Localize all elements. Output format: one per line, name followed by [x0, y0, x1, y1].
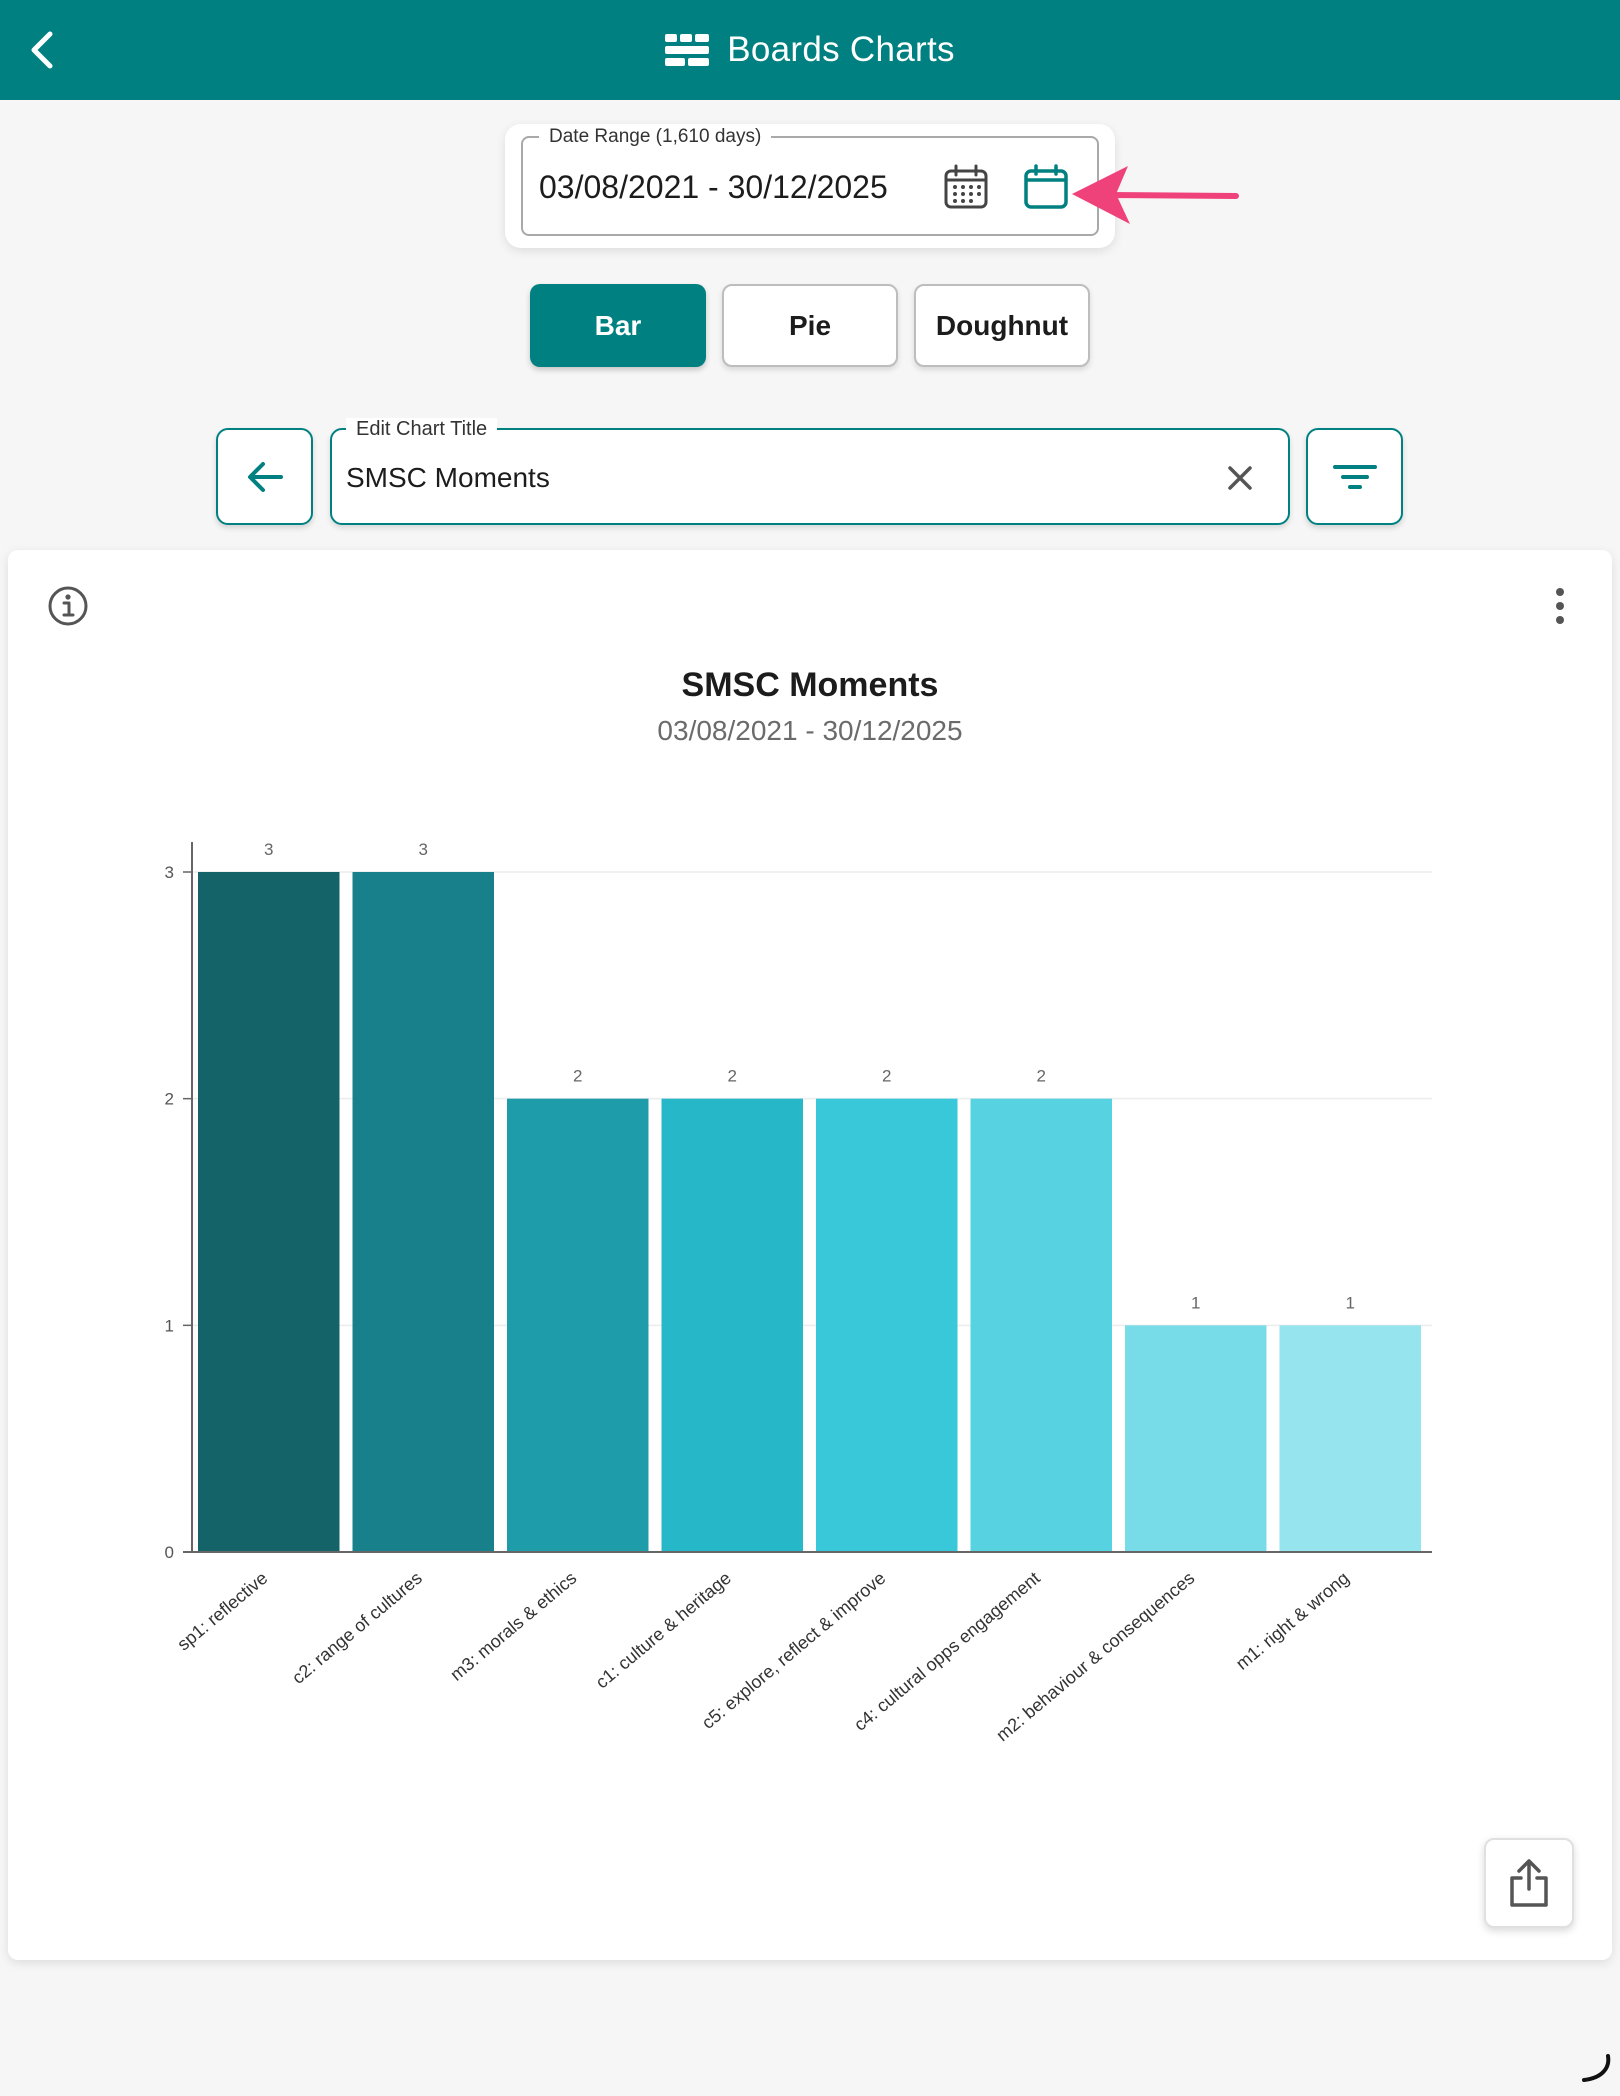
chart-title-field: Edit Chart Title [330, 418, 1290, 525]
chart-subtitle: 03/08/2021 - 30/12/2025 [657, 715, 962, 746]
bar[interactable] [507, 1098, 649, 1552]
x-tick-label: c5: explore, reflect & improve [698, 1568, 889, 1733]
bar[interactable] [198, 872, 340, 1552]
x-tick-label: c1: culture & heritage [592, 1568, 735, 1693]
bar[interactable] [816, 1098, 958, 1552]
doughnut-chart-button[interactable]: Doughnut [914, 284, 1090, 367]
data-label: 2 [573, 1067, 582, 1086]
x-tick-label: m1: right & wrong [1232, 1568, 1353, 1674]
arrow-left-icon [247, 461, 283, 492]
chevron-left-icon [31, 31, 53, 69]
x-tick-label: c2: range of cultures [288, 1568, 426, 1688]
annotation-arrow-icon [1072, 166, 1239, 224]
calendar-icon[interactable] [1023, 164, 1069, 210]
page-title: Boards Charts [727, 30, 955, 69]
x-tick-label: m3: morals & ethics [446, 1568, 580, 1685]
close-icon[interactable] [1222, 460, 1258, 496]
date-range-card: Date Range (1,610 days) 03/08/2021 - 30/… [505, 124, 1115, 248]
bar-chart-button[interactable]: Bar [530, 284, 706, 367]
bar[interactable] [970, 1098, 1113, 1552]
previous-chart-button[interactable] [216, 428, 313, 525]
date-range-label: Date Range (1,610 days) [539, 126, 772, 148]
date-range-value[interactable]: 03/08/2021 - 30/12/2025 [539, 169, 888, 205]
date-range-field[interactable]: Date Range (1,610 days) 03/08/2021 - 30/… [521, 126, 1099, 236]
loading-spinner-icon [1582, 2054, 1611, 2082]
data-label: 2 [1037, 1067, 1046, 1086]
bar[interactable] [352, 872, 495, 1552]
data-label: 1 [1346, 1293, 1355, 1312]
data-label: 3 [419, 840, 428, 859]
boards-icon [665, 34, 710, 66]
chart-title: SMSC Moments [682, 666, 939, 704]
y-tick-label: 3 [165, 863, 174, 882]
bar-chart: SMSC Moments 03/08/2021 - 30/12/2025 0 1 2… [165, 666, 1432, 1745]
filter-button[interactable] [1306, 428, 1403, 525]
y-tick-label: 2 [165, 1090, 174, 1109]
filter-icon [1332, 464, 1377, 489]
app-title: Boards Charts [0, 0, 1620, 100]
chart-card: SMSC Moments 03/08/2021 - 30/12/2025 0 1 2… [8, 550, 1612, 1960]
data-label: 3 [264, 840, 273, 859]
share-icon [1510, 1859, 1548, 1907]
bar[interactable] [1279, 1325, 1422, 1552]
data-label: 2 [882, 1067, 891, 1086]
chart-title-input[interactable] [346, 456, 1166, 500]
y-tick-label: 1 [165, 1316, 174, 1335]
back-button[interactable] [16, 22, 72, 78]
calendar-grid-icon[interactable] [943, 164, 989, 210]
x-tick-label: sp1: reflective [173, 1568, 271, 1655]
bar[interactable] [1125, 1325, 1267, 1552]
share-button[interactable] [1484, 1838, 1574, 1928]
chart-title-label: Edit Chart Title [346, 418, 498, 441]
data-label: 1 [1191, 1293, 1200, 1312]
app-bar: Boards Charts [0, 0, 1620, 100]
more-vertical-icon[interactable] [1538, 584, 1582, 628]
y-tick-label: 0 [165, 1543, 174, 1562]
bar[interactable] [661, 1098, 804, 1552]
pie-chart-button[interactable]: Pie [722, 284, 898, 367]
info-icon[interactable] [46, 584, 90, 628]
data-label: 2 [728, 1067, 737, 1086]
